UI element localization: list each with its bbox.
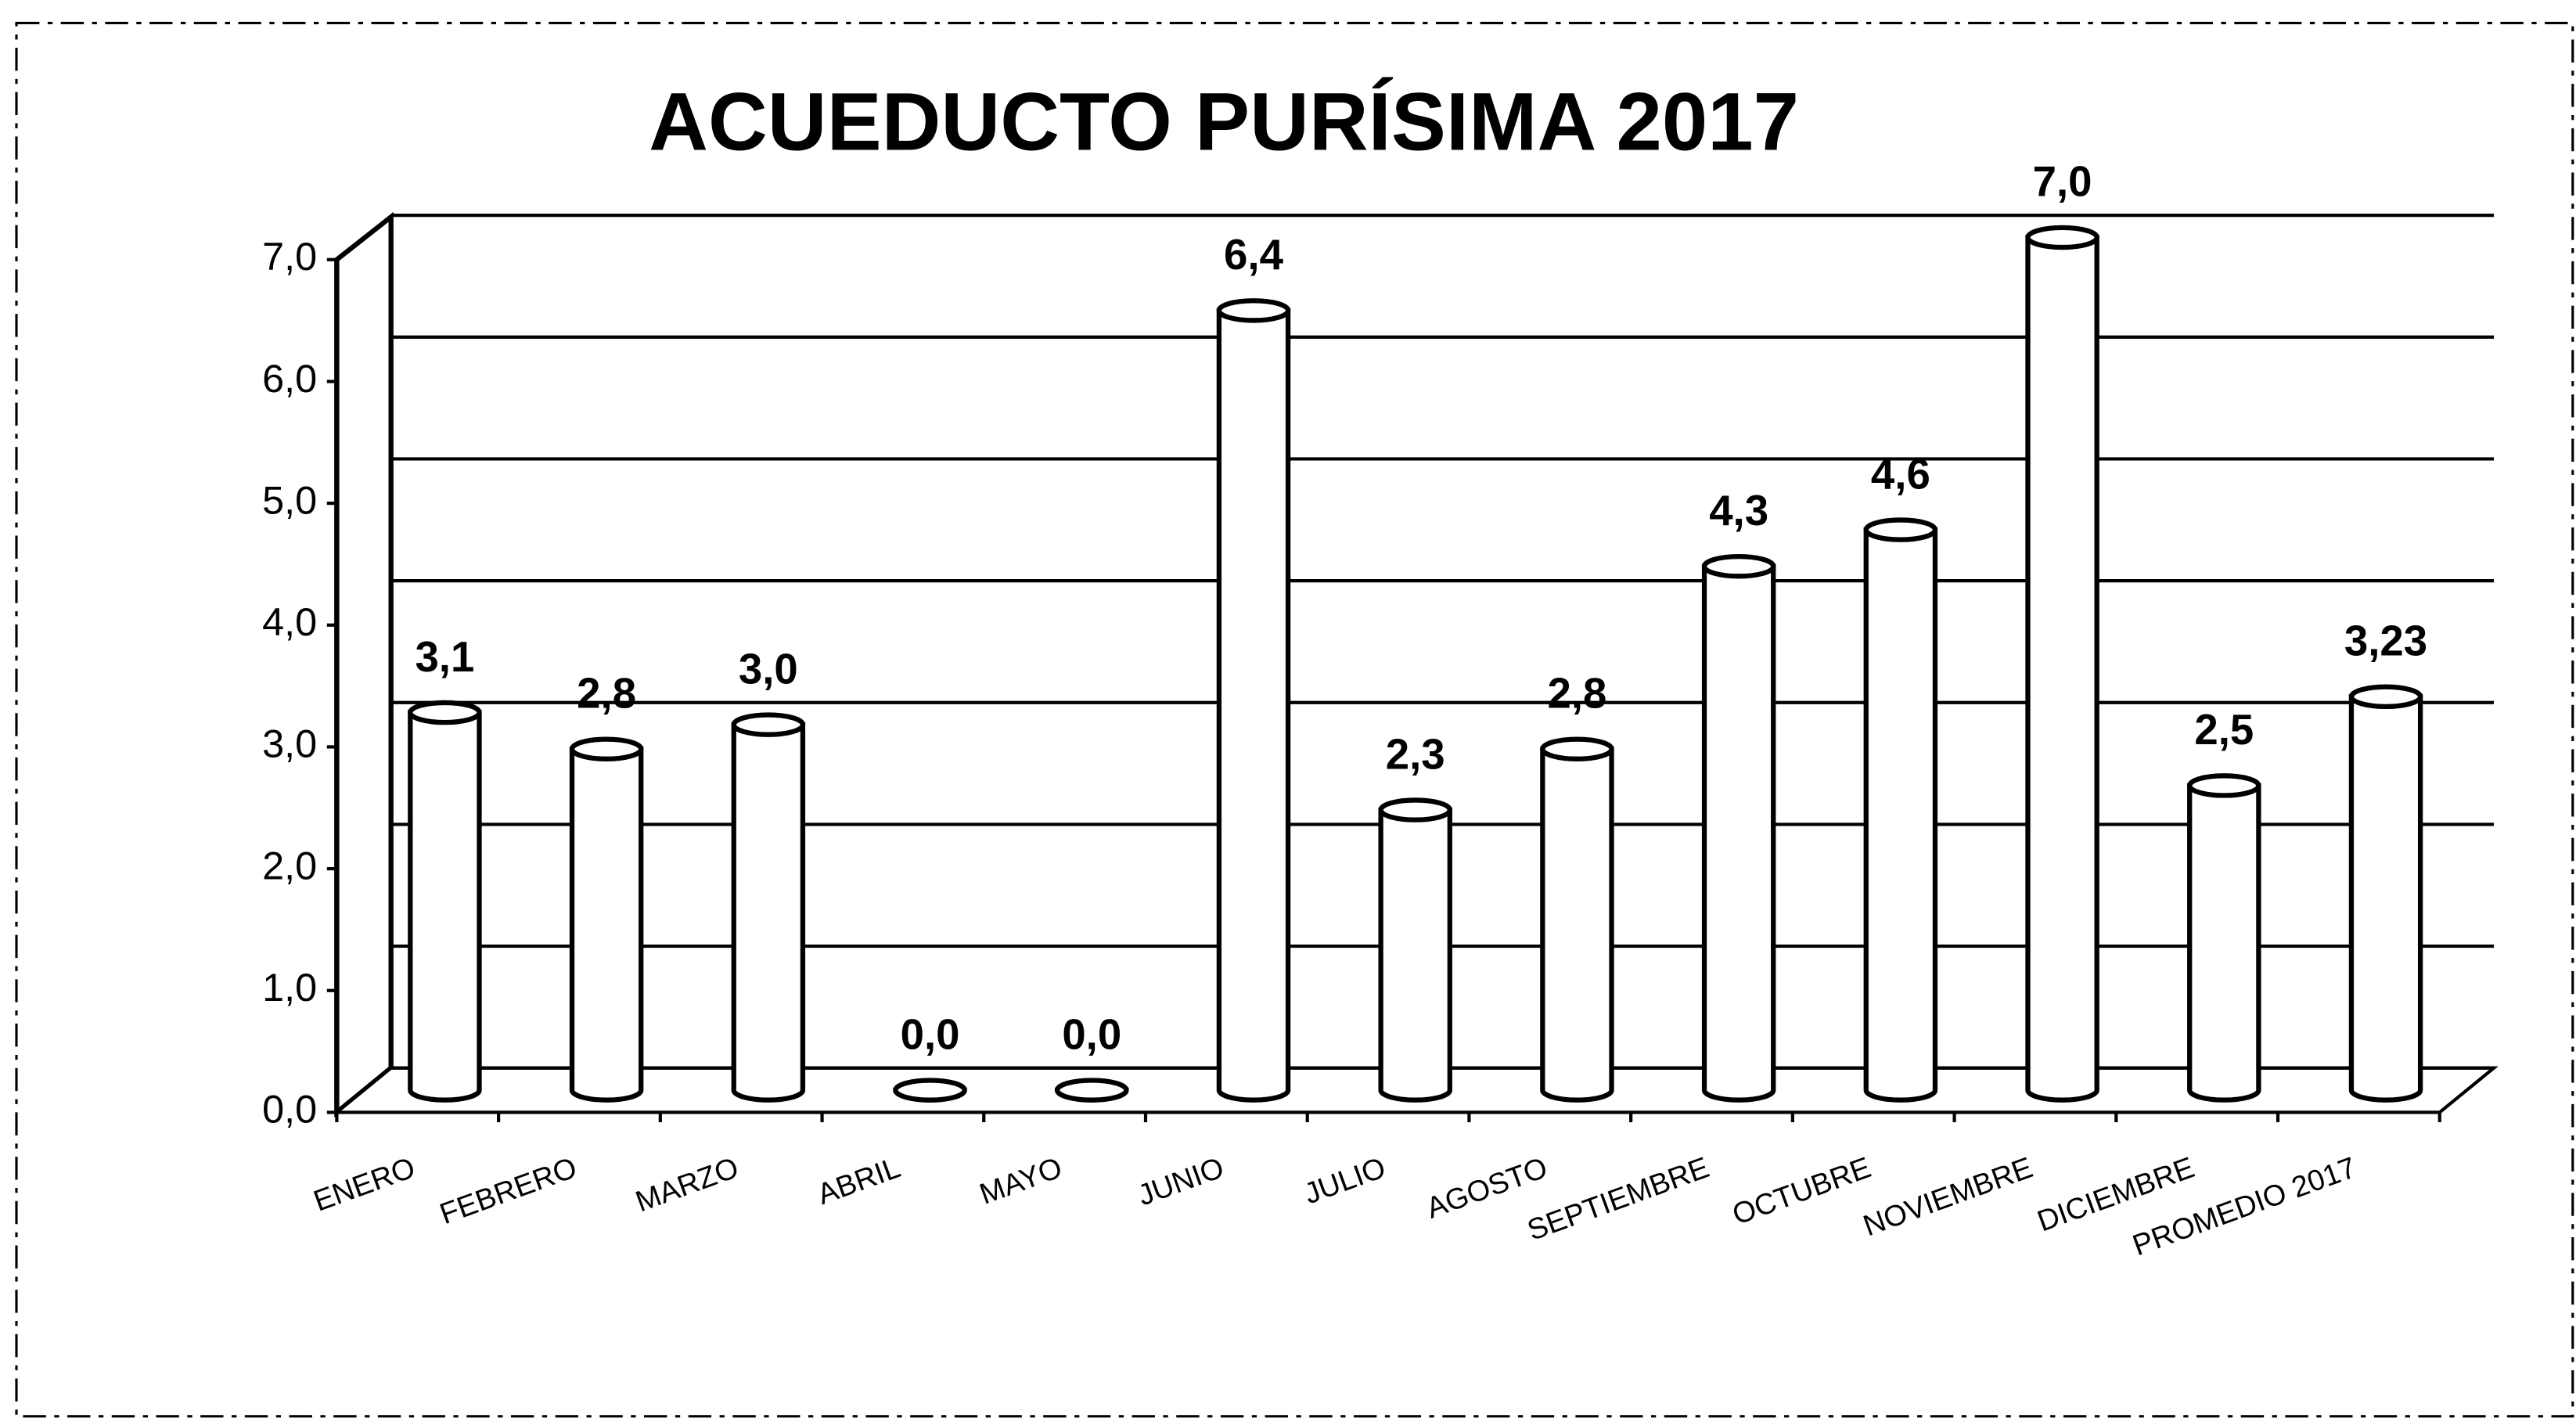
x-tick-label: JUNIO [1134,1151,1229,1212]
x-tick-label: ABRIL [813,1151,905,1211]
x-tick-label: SEPTIEMBRE [1524,1151,1714,1247]
y-tick-label: 3,0 [262,722,317,766]
bar-cap [1055,1078,1129,1103]
value-label: 6,4 [1224,231,1284,279]
value-label: 2,8 [1547,669,1606,717]
bar [2187,783,2261,1103]
bar-cap [1701,553,1776,579]
value-label: 2,5 [2194,706,2254,754]
x-tick-label: ENERO [309,1151,419,1218]
bar [1863,527,1938,1103]
value-label: 3,23 [2344,617,2427,665]
value-label: 3,1 [415,633,474,681]
x-tick-label: MARZO [631,1151,743,1218]
value-label: 7,0 [2033,158,2092,206]
bar-cap [1863,517,1938,542]
bar-cap [1378,797,1452,822]
bar-cap [1540,736,1614,761]
side-wall [334,211,394,1118]
y-tick-label: 0,0 [262,1087,317,1132]
bar [1540,747,1614,1103]
y-tick-label: 5,0 [262,477,317,522]
y-tick-label: 4,0 [262,599,317,644]
value-label: 3,0 [739,645,798,693]
y-tick-label: 2,0 [262,843,317,887]
bar-cap [2348,684,2423,710]
x-tick-label: OCTUBRE [1729,1151,1876,1232]
x-tick-label: FEBRERO [436,1151,581,1231]
y-tick-label: 6,0 [262,356,317,401]
x-tick-label: JULIO [1300,1151,1390,1211]
bar [1378,807,1452,1103]
bar-cap [2187,773,2261,798]
bar [731,722,806,1103]
value-label: 2,3 [1386,730,1445,778]
bar-cap [1216,298,1291,323]
bar-cap [893,1078,967,1103]
x-tick-label: MAYO [976,1151,1067,1211]
y-tick-label: 7,0 [262,234,317,279]
value-label: 2,8 [577,669,636,717]
y-tick-label: 1,0 [262,965,317,1010]
bar-cap [731,712,806,737]
value-label: 4,3 [1709,487,1768,534]
bar-cap [569,736,644,761]
value-label: 0,0 [901,1010,960,1058]
chart-title: ACUEDUCTO PURÍSIMA 2017 [649,77,1799,168]
bar [569,747,644,1103]
bar [408,710,482,1103]
bar-cap [408,700,482,725]
value-label: 4,6 [1871,450,1930,498]
bar [2025,235,2099,1103]
bar-cap [2025,225,2099,250]
x-tick-label: NOVIEMBRE [1859,1151,2037,1243]
bar [1701,563,1776,1103]
bar [2348,694,2423,1103]
chart-border [15,21,2574,1418]
value-label: 0,0 [1062,1010,1121,1058]
bar [1216,308,1291,1103]
